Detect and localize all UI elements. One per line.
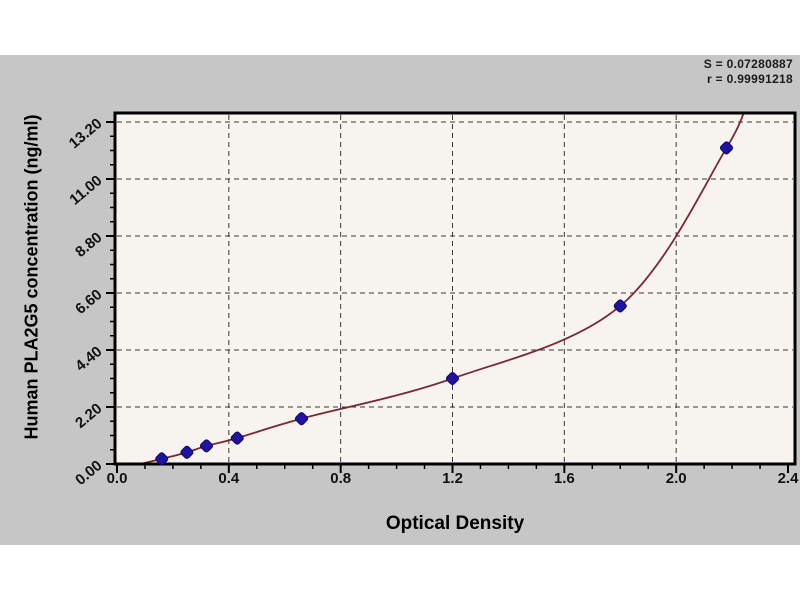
x-tick-label: 0.8	[330, 470, 352, 487]
fit-s-value: S = 0.07280887	[703, 57, 793, 71]
chart-panel: S = 0.07280887 r = 0.99991218 Optical De…	[0, 55, 800, 545]
x-tick-label: 1.2	[442, 470, 463, 487]
x-axis-title: Optical Density	[385, 513, 525, 534]
data-point	[719, 141, 734, 155]
data-point	[294, 412, 309, 426]
x-tick-label: 2.4	[777, 470, 799, 487]
x-tick-label: 1.6	[553, 470, 575, 487]
data-point	[445, 371, 460, 386]
x-tick-label: 2.0	[665, 470, 687, 487]
fit-r-value: r = 0.99991218	[707, 72, 793, 86]
fit-statistics: S = 0.07280887 r = 0.99991218	[704, 57, 793, 87]
data-point	[613, 299, 627, 313]
data-point	[180, 445, 194, 459]
plot-frame	[113, 111, 797, 466]
data-point	[155, 452, 169, 466]
data-point	[199, 439, 214, 453]
x-tick-label: 0.4	[218, 470, 240, 487]
y-axis-title: Human PLA2G5 concentration (ng/ml)	[21, 114, 42, 440]
plot-canvas	[106, 111, 797, 473]
x-tick-label: 0.0	[106, 470, 128, 487]
data-point	[230, 431, 244, 445]
